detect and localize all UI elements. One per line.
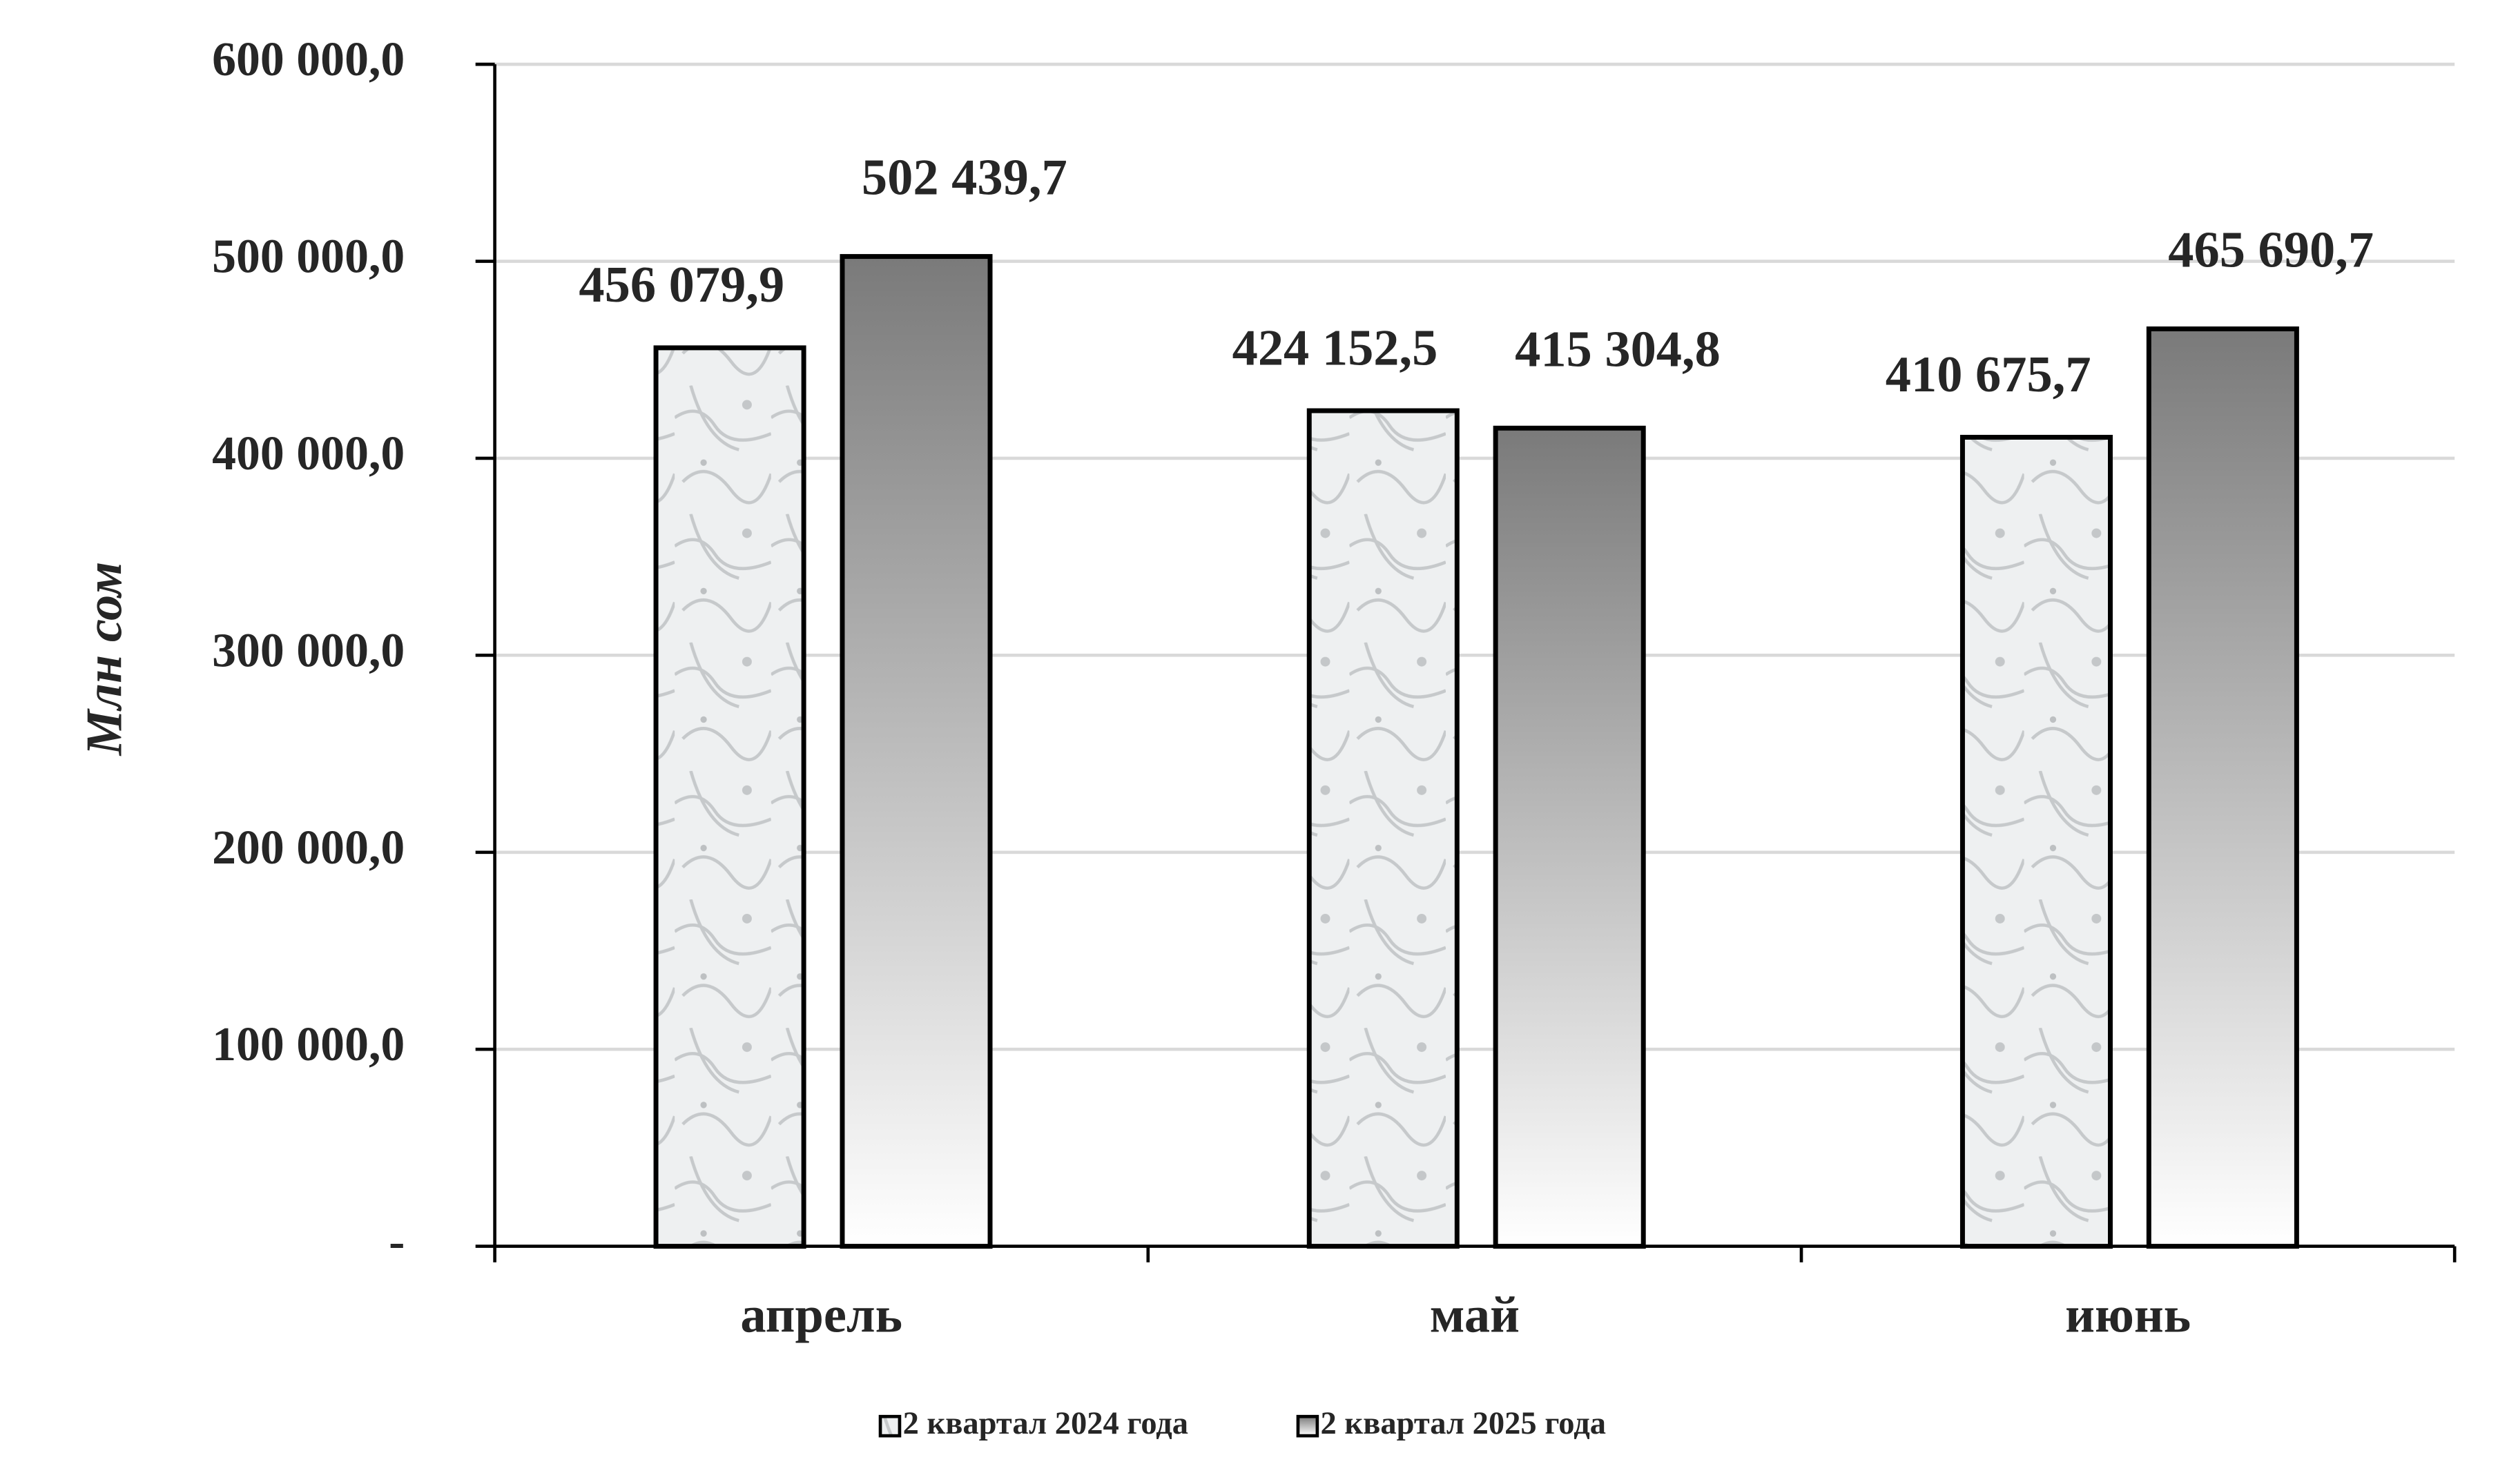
value-label: 410 675,7: [1886, 346, 2091, 403]
bar: [840, 254, 993, 1249]
y-tick-label: 500 000,0: [212, 231, 405, 284]
y-tick-label: 200 000,0: [212, 821, 405, 875]
y-tick-label: 400 000,0: [212, 427, 405, 480]
bar: [1959, 434, 2113, 1249]
value-label: 415 304,8: [1515, 321, 1721, 378]
value-label: 465 690,7: [2168, 222, 2374, 279]
x-tick-label: май: [1430, 1287, 1520, 1344]
legend-label: 2 квартал 2025 года: [1321, 1406, 1606, 1441]
bar: [2146, 326, 2299, 1249]
y-tick-label: -: [389, 1215, 405, 1269]
value-label: 502 439,7: [862, 150, 1067, 206]
legend-marker: [878, 1414, 902, 1438]
legend-marker: [1296, 1414, 1319, 1438]
bar: [1493, 425, 1646, 1249]
y-tick-label: 300 000,0: [212, 624, 405, 677]
x-tick-label: июнь: [2065, 1287, 2191, 1344]
bar: [653, 345, 806, 1249]
x-tick-label: апрель: [740, 1287, 902, 1344]
y-tick-label: 100 000,0: [212, 1018, 405, 1071]
value-label: 424 152,5: [1232, 320, 1438, 376]
y-axis-label: Млн сом: [76, 562, 133, 756]
legend-label: 2 квартал 2024 года: [903, 1406, 1188, 1441]
y-tick-label: 600 000,0: [212, 33, 405, 86]
bar: [1306, 408, 1460, 1249]
value-label: 456 079,9: [579, 257, 784, 313]
